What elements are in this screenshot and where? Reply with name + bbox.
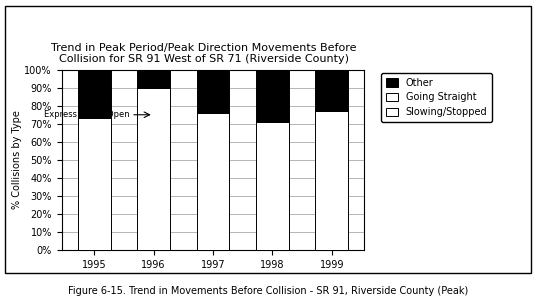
Bar xyxy=(316,70,348,111)
Bar xyxy=(316,111,348,250)
Text: Collision for SR 91 West of SR 71 (Riverside County): Collision for SR 91 West of SR 71 (River… xyxy=(58,54,349,64)
Text: Figure 6-15. Trend in Movements Before Collision - SR 91, Riverside County (Peak: Figure 6-15. Trend in Movements Before C… xyxy=(68,286,468,296)
Bar xyxy=(78,118,110,250)
Bar xyxy=(256,122,289,250)
Legend: Other, Going Straight, Slowing/Stopped: Other, Going Straight, Slowing/Stopped xyxy=(382,73,492,122)
Bar xyxy=(78,70,110,118)
Y-axis label: % Collisions by Type: % Collisions by Type xyxy=(12,110,21,209)
Bar xyxy=(197,70,229,113)
Bar xyxy=(137,88,170,250)
Bar xyxy=(137,70,170,88)
Text: Trend in Peak Period/Peak Direction Movements Before: Trend in Peak Period/Peak Direction Move… xyxy=(51,43,356,53)
Bar xyxy=(256,70,289,122)
Text: Express Lanes Open: Express Lanes Open xyxy=(44,110,130,119)
Bar xyxy=(197,113,229,250)
